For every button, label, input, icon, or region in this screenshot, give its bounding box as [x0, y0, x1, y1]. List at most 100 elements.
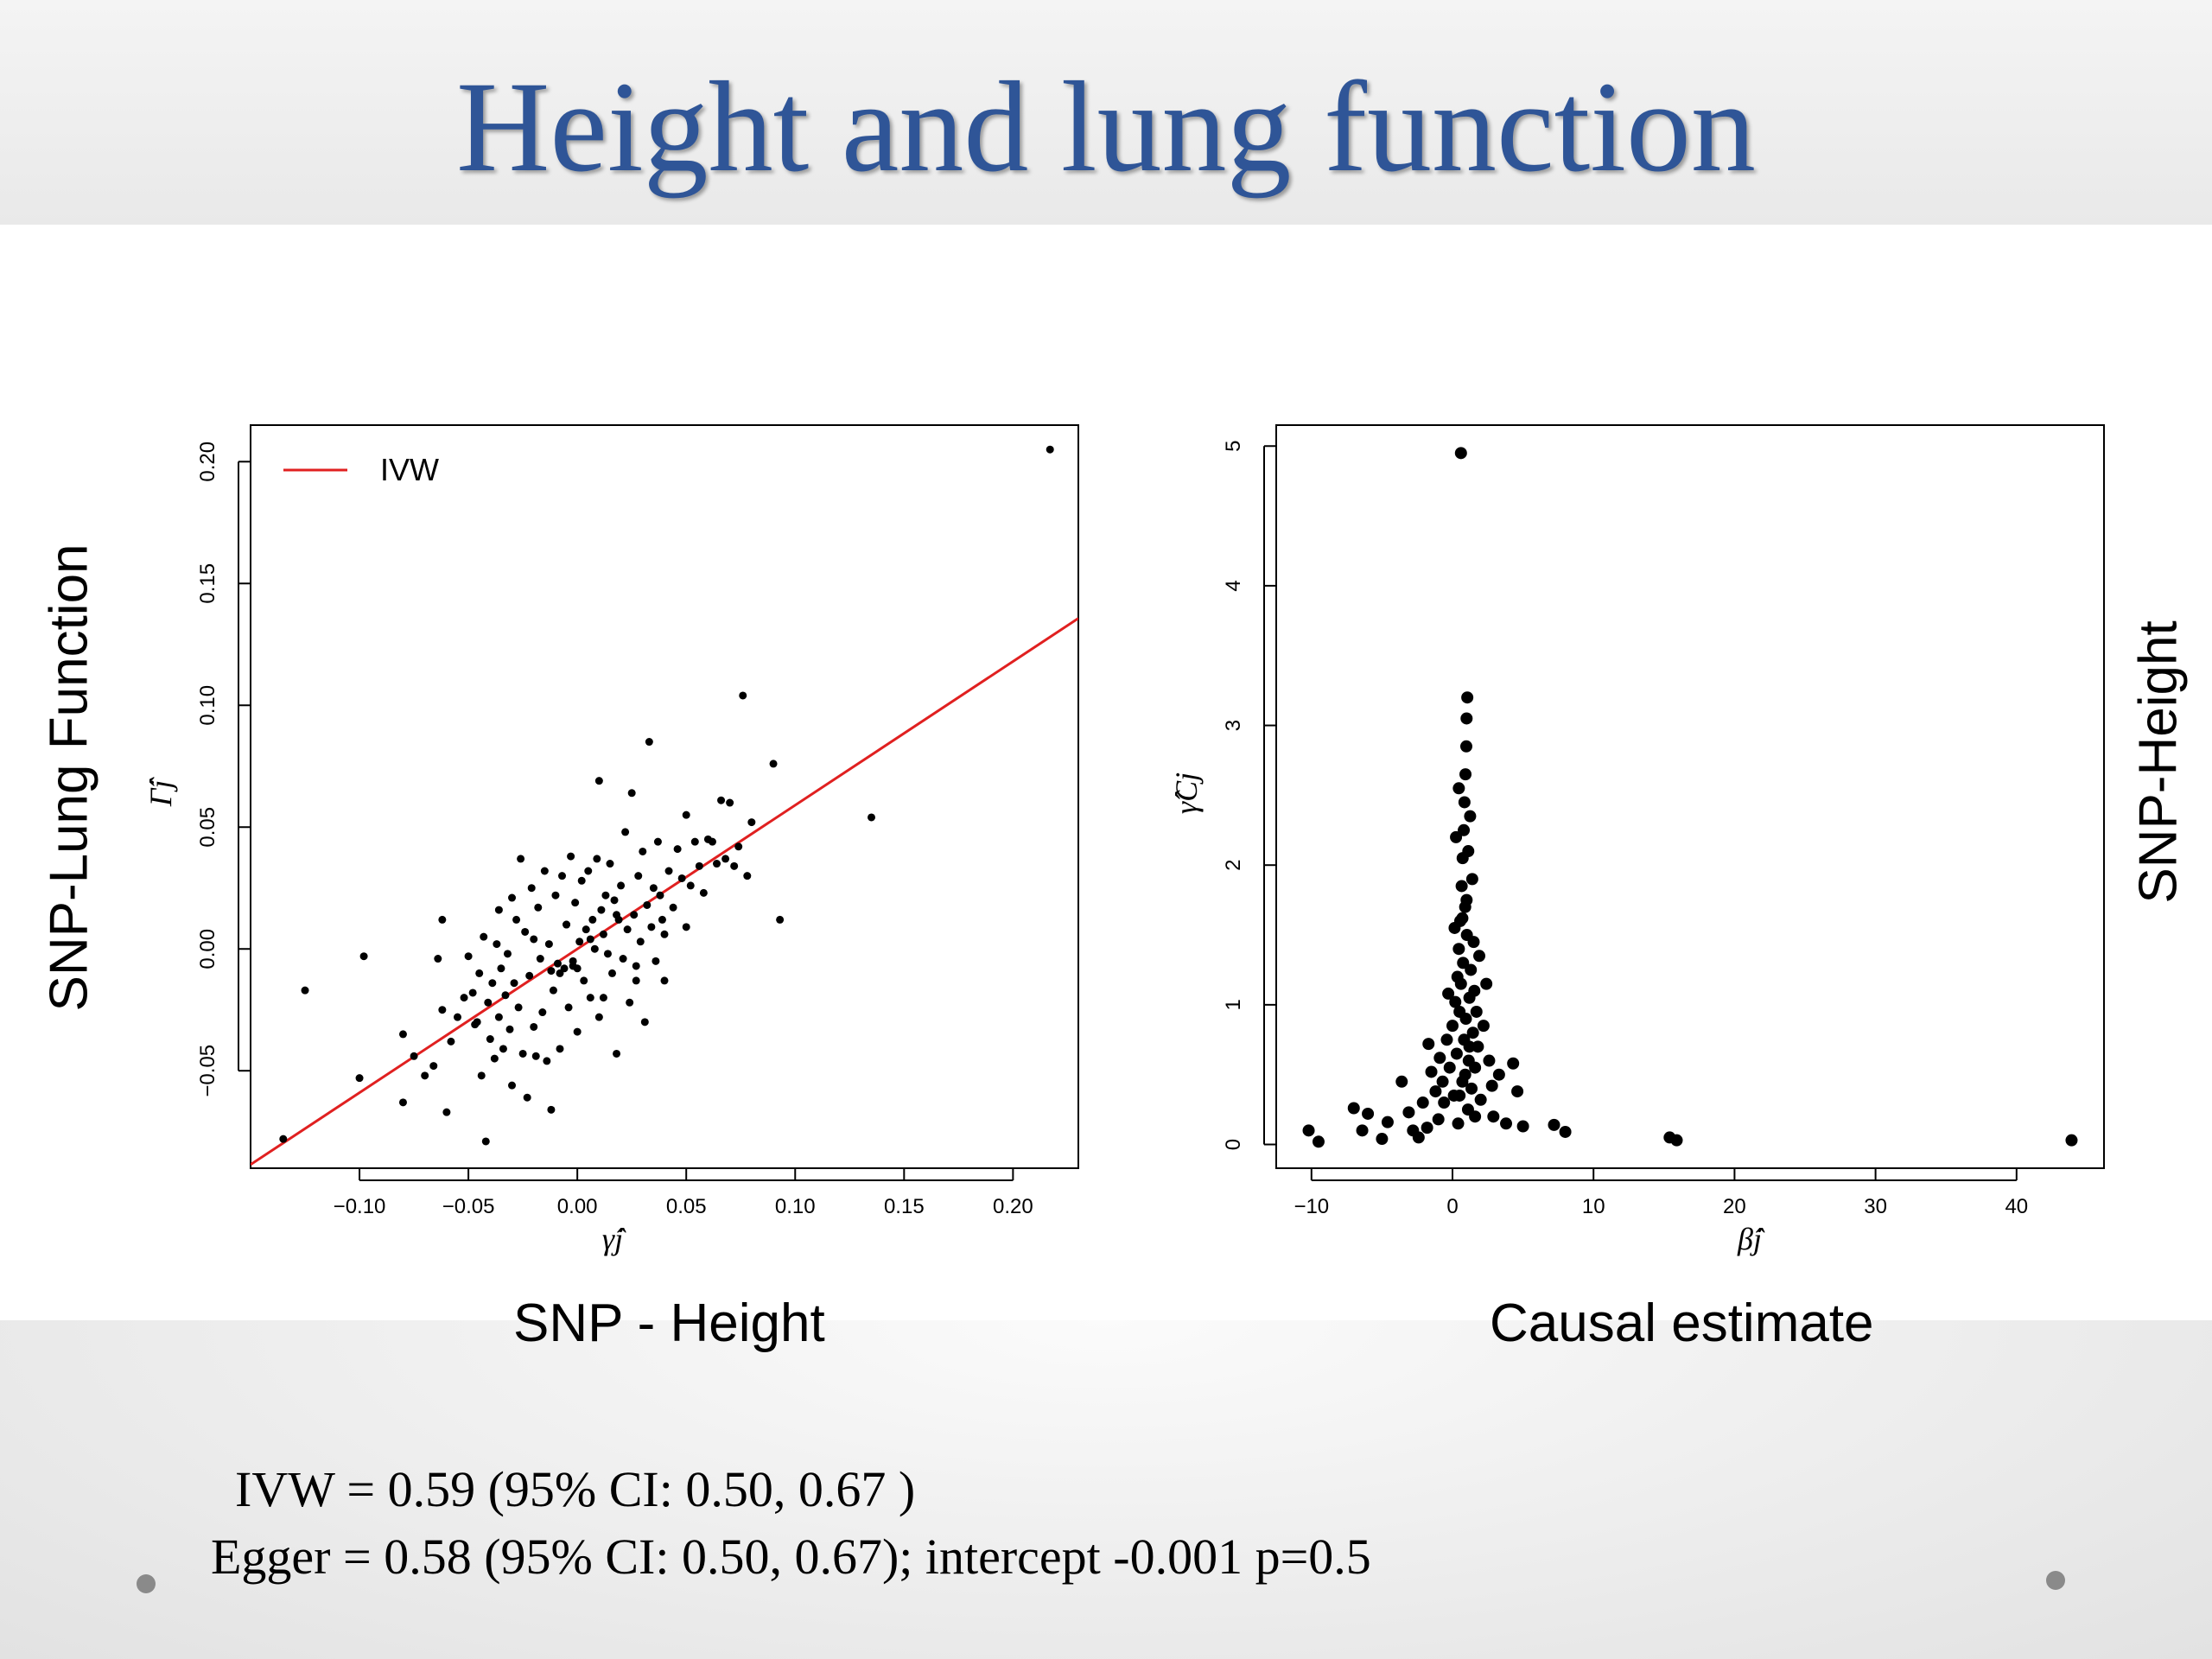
data-point: [1465, 963, 1478, 976]
data-point: [1465, 1082, 1478, 1095]
y-tick-label: 0.20: [196, 442, 219, 482]
data-point: [1450, 1047, 1463, 1060]
data-point: [1450, 830, 1463, 843]
data-point: [571, 899, 580, 907]
data-point: [656, 891, 664, 899]
data-point: [494, 1013, 503, 1021]
data-point: [468, 988, 477, 997]
data-point: [1046, 445, 1054, 454]
data-point: [1432, 1113, 1445, 1126]
data-point: [279, 1135, 288, 1143]
data-point: [1492, 1068, 1505, 1081]
data-point: [543, 1057, 551, 1065]
data-point: [477, 1071, 486, 1080]
data-point: [1381, 1116, 1394, 1128]
data-point: [508, 893, 517, 902]
data-point: [610, 896, 619, 905]
data-point: [398, 1030, 407, 1039]
data-point: [743, 872, 752, 880]
data-point: [686, 881, 695, 890]
data-point: [868, 813, 875, 822]
data-point: [599, 930, 607, 938]
data-point: [429, 1062, 438, 1071]
data-point: [597, 906, 606, 914]
data-point: [717, 796, 726, 804]
data-point: [640, 1018, 649, 1027]
data-point: [473, 1018, 481, 1027]
data-point: [673, 845, 682, 854]
data-point: [713, 860, 721, 868]
data-point: [652, 957, 660, 965]
x-tick-label: −0.05: [442, 1195, 495, 1218]
plot-frame: [250, 424, 1079, 1169]
data-point: [617, 881, 626, 890]
y-tick-label: 0.05: [196, 807, 219, 848]
data-point: [630, 911, 639, 919]
data-point: [434, 955, 442, 963]
data-point: [481, 1137, 490, 1146]
data-point: [1471, 1040, 1484, 1053]
data-point: [619, 955, 627, 963]
data-point: [645, 738, 653, 747]
data-point: [682, 923, 690, 931]
data-point: [1446, 1020, 1459, 1033]
data-point: [438, 915, 447, 924]
data-point: [584, 867, 593, 875]
data-point: [1440, 1033, 1453, 1046]
data-point: [1429, 1085, 1442, 1098]
data-point: [1474, 1093, 1487, 1106]
data-point: [739, 691, 747, 700]
data-point: [1402, 1106, 1415, 1119]
legend-label: IVW: [380, 452, 439, 487]
data-point: [355, 1074, 364, 1083]
data-point: [501, 991, 510, 1000]
data-point: [1473, 950, 1486, 963]
x-tick-label: 0.20: [993, 1195, 1033, 1218]
data-point: [721, 855, 730, 863]
data-point: [1452, 1117, 1465, 1130]
y-axis-label: γ̂Cj: [1169, 772, 1204, 814]
data-point: [1460, 712, 1473, 725]
data-point: [1422, 1038, 1435, 1051]
data-point: [549, 986, 557, 995]
data-point: [708, 837, 716, 846]
data-point: [621, 828, 630, 836]
data-point: [607, 969, 616, 977]
egger-estimate: Egger = 0.58 (95% CI: 0.50, 0.67); inter…: [211, 1529, 1371, 1585]
data-point: [525, 971, 534, 980]
data-point: [649, 884, 658, 893]
data-point: [1462, 845, 1475, 858]
data-point: [669, 903, 677, 912]
data-point: [573, 964, 582, 973]
data-point: [1466, 1027, 1479, 1039]
data-point: [1438, 1096, 1451, 1109]
x-tick-label: 20: [1723, 1195, 1746, 1218]
y-tick-label: 0: [1222, 1139, 1245, 1150]
data-point: [494, 906, 503, 914]
y-tick-label: 0.10: [196, 685, 219, 726]
x-tick-label: 0.05: [666, 1195, 707, 1218]
data-point: [503, 950, 512, 958]
data-point: [623, 925, 632, 934]
data-point: [613, 1049, 621, 1058]
data-point: [567, 852, 575, 861]
data-point: [1507, 1057, 1520, 1070]
data-point: [1485, 1079, 1498, 1092]
data-point: [1312, 1135, 1325, 1148]
data-point: [534, 903, 543, 912]
data-point: [531, 1052, 540, 1060]
data-point: [603, 950, 612, 958]
data-point: [660, 976, 669, 985]
data-point: [1362, 1107, 1375, 1120]
data-point: [538, 1008, 547, 1017]
data-point: [1452, 782, 1465, 795]
data-point: [497, 964, 505, 973]
left-outer-ylabel: SNP-Lung Function: [39, 543, 99, 1012]
data-point: [664, 867, 673, 875]
data-point: [1461, 691, 1474, 704]
data-point: [575, 938, 584, 946]
data-point: [530, 1022, 538, 1031]
data-point: [475, 969, 484, 977]
data-point: [677, 874, 686, 882]
data-point: [734, 842, 743, 851]
